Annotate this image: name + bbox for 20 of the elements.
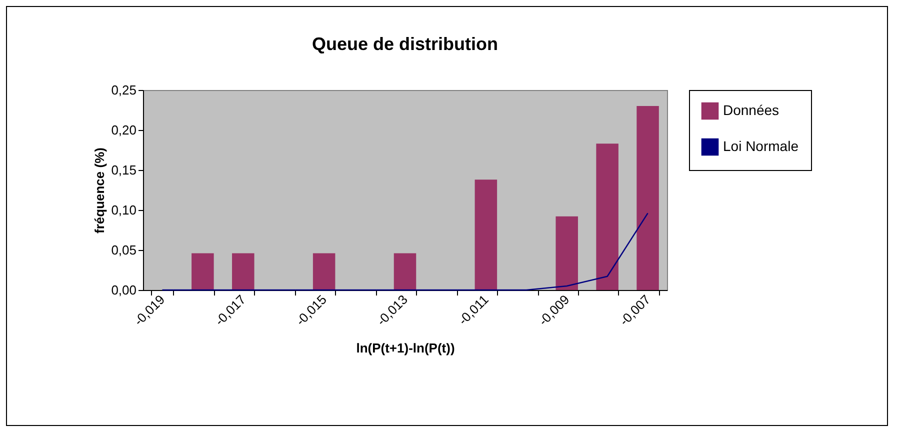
y-tick-label: 0,20 (111, 122, 136, 138)
legend-label: Données (723, 102, 780, 118)
bar (596, 144, 618, 290)
y-tick-label: 0,10 (111, 202, 136, 218)
x-axis-title: ln(P(t+1)-ln(P(t)) (356, 340, 455, 356)
bar (232, 253, 254, 290)
bar (474, 180, 498, 290)
bar (556, 216, 578, 290)
y-tick-label: 0,15 (111, 162, 136, 178)
y-tick-label: 0,00 (111, 282, 136, 298)
line-series (162, 212, 648, 291)
chart-title: Queue de distribution (312, 34, 498, 54)
legend-label: Loi Normale (723, 138, 799, 154)
bar (192, 253, 214, 290)
y-tick-label: 0,05 (111, 242, 136, 258)
y-axis-title: fréquence (%) (92, 148, 108, 234)
y-tick-label: 0,25 (111, 82, 136, 98)
bar (636, 106, 659, 290)
bar (394, 253, 416, 290)
bar (312, 253, 336, 290)
